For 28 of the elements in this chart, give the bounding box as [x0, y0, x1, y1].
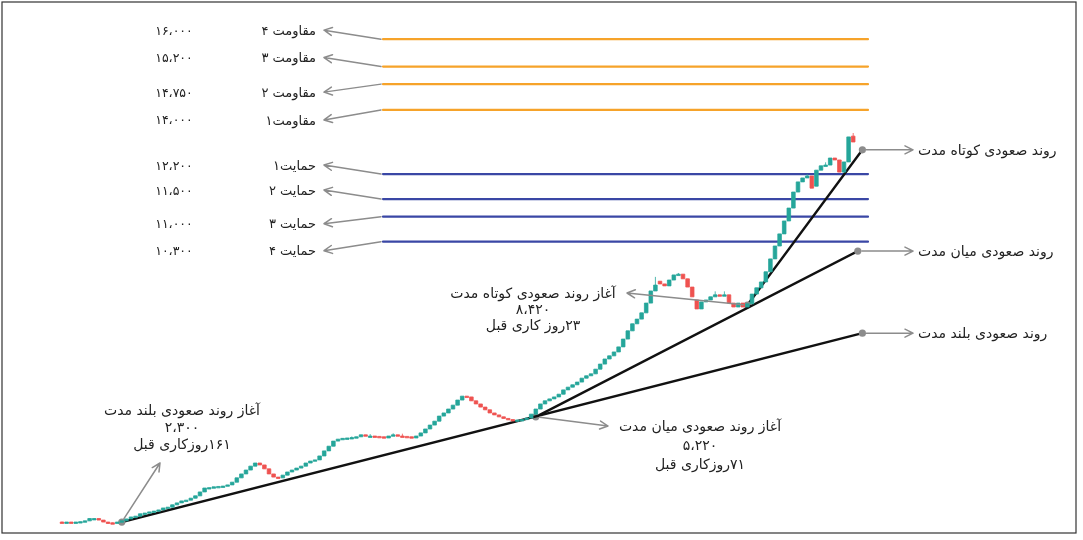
annotation: ۱۴،۰۰۰	[155, 112, 193, 128]
series-label: روند صعودی بلند مدت	[918, 325, 1048, 342]
annotation: ۱۲،۲۰۰	[155, 157, 193, 173]
annotation: آغاز روند صعودی کوتاه مدت	[450, 285, 616, 302]
ref-line-label: حمایت ۳	[269, 216, 316, 232]
annotation: ۲۳روز کاری قبل	[485, 317, 581, 334]
ref-line-label: مقاومت ۲	[261, 84, 316, 100]
annotation: ۱۶۱روزکاری قبل	[133, 436, 231, 453]
annotation: ۱۵،۲۰۰	[155, 50, 193, 66]
ref-line-label: مقاومت۱	[265, 112, 316, 128]
annotation: ۱۱،۰۰۰	[155, 216, 193, 232]
annotation: آغاز روند صعودی بلند مدت	[104, 402, 260, 419]
annotation: ۱۴،۷۵۰	[155, 84, 193, 100]
series-label: روند صعودی میان مدت	[918, 243, 1054, 260]
annotation: ۱۶،۰۰۰	[155, 22, 193, 38]
annotation: ۵،۲۲۰	[682, 437, 718, 454]
ref-line-label: حمایت ۴	[269, 243, 316, 259]
annotation: آغاز روند صعودی میان مدت	[618, 418, 782, 435]
ref-line-label: حمایت۱	[273, 157, 316, 173]
annotation: ۱۰،۳۰۰	[155, 243, 193, 259]
ref-line-label: مقاومت ۳	[261, 50, 316, 66]
ref-line-label: حمایت ۲	[269, 182, 316, 198]
ref-line-label: مقاومت ۴	[261, 22, 316, 38]
series-label: روند صعودی کوتاه مدت	[918, 141, 1057, 158]
annotation: ۲،۳۰۰	[164, 419, 200, 436]
annotation: ۸،۴۲۰	[515, 301, 551, 318]
annotation: ۱۱،۵۰۰	[155, 182, 193, 198]
annotation: ۷۱روزکاری قبل	[655, 456, 745, 473]
